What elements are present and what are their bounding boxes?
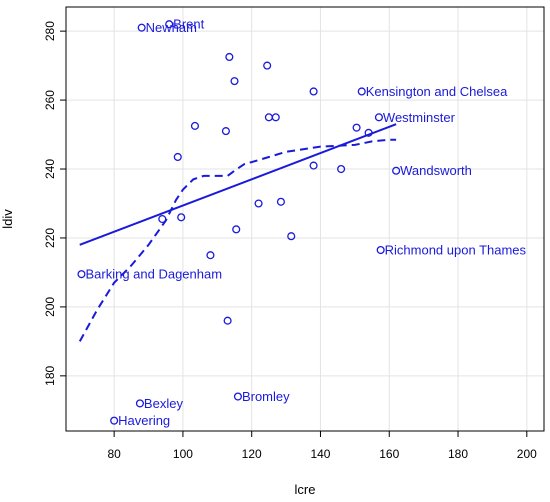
point-label: Barking and Dagenham bbox=[85, 267, 222, 282]
data-point bbox=[206, 251, 215, 260]
data-point bbox=[190, 121, 200, 130]
data-point bbox=[263, 61, 272, 70]
data-point bbox=[271, 113, 280, 122]
plot-frame bbox=[65, 6, 545, 432]
data-point bbox=[276, 197, 285, 206]
x-tick-label: 160 bbox=[379, 447, 399, 461]
data-point bbox=[392, 166, 401, 175]
data-point bbox=[376, 245, 385, 255]
data-point bbox=[77, 270, 86, 279]
y-tick-label: 260 bbox=[43, 90, 57, 110]
data-point bbox=[221, 127, 230, 136]
regression-line bbox=[79, 123, 397, 246]
y-tick-label: 180 bbox=[43, 366, 57, 386]
point-label: Newham bbox=[146, 20, 197, 35]
y-tick-label: 200 bbox=[43, 297, 57, 317]
point-label: Bexley bbox=[144, 396, 184, 411]
data-point bbox=[230, 77, 239, 86]
y-tick-label: 240 bbox=[43, 159, 57, 179]
smooth-line bbox=[78, 138, 397, 342]
data-point bbox=[374, 113, 383, 122]
x-tick-label: 100 bbox=[173, 447, 193, 461]
y-tick-label: 220 bbox=[43, 228, 57, 248]
x-axis-title: lcre bbox=[295, 482, 316, 497]
x-tick-label: 80 bbox=[107, 447, 121, 461]
data-point bbox=[264, 113, 273, 122]
y-axis-title: ldiv bbox=[0, 209, 15, 229]
data-point bbox=[352, 123, 361, 132]
data-point bbox=[337, 164, 346, 174]
point-label: Wandsworth bbox=[400, 163, 472, 178]
data-point bbox=[287, 232, 296, 241]
point-label: Brent bbox=[173, 17, 204, 32]
data-point bbox=[135, 399, 144, 408]
grid bbox=[66, 7, 544, 431]
data-point bbox=[254, 199, 263, 208]
data-point bbox=[309, 161, 318, 170]
x-tick-label: 180 bbox=[448, 447, 468, 461]
data-point bbox=[233, 392, 242, 401]
data-point bbox=[225, 52, 234, 62]
data-point bbox=[158, 214, 167, 224]
point-label: Kensington and Chelsea bbox=[366, 84, 508, 99]
x-tick-label: 140 bbox=[310, 447, 330, 461]
data-point bbox=[177, 213, 186, 222]
point-label: Westminster bbox=[383, 110, 456, 125]
data-point bbox=[357, 87, 366, 96]
x-tick-label: 200 bbox=[517, 447, 537, 461]
y-axis-ticks: 180 200 220 240 260 280 bbox=[43, 21, 66, 386]
point-label: Bromley bbox=[242, 389, 290, 404]
x-tick-label: 120 bbox=[242, 447, 262, 461]
data-point bbox=[223, 316, 232, 325]
point-label: Richmond upon Thames bbox=[385, 243, 527, 258]
data-point bbox=[110, 416, 119, 425]
y-tick-label: 280 bbox=[43, 21, 57, 41]
data-point bbox=[309, 87, 318, 96]
data-point bbox=[232, 225, 241, 234]
data-point bbox=[165, 20, 174, 29]
data-point bbox=[173, 152, 182, 162]
data-point bbox=[137, 23, 146, 32]
x-axis-ticks: 80 100 120 140 160 180 200 bbox=[107, 431, 537, 461]
point-label: Havering bbox=[118, 413, 170, 428]
data-point bbox=[364, 128, 373, 137]
